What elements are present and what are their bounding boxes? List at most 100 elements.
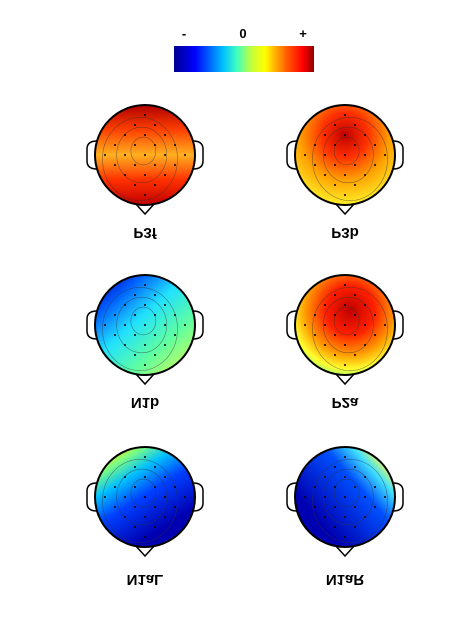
electrode bbox=[144, 304, 146, 306]
electrode bbox=[334, 354, 336, 356]
electrode bbox=[334, 164, 336, 166]
electrode bbox=[374, 144, 376, 146]
electrode bbox=[134, 334, 136, 336]
electrode bbox=[154, 144, 156, 146]
electrode bbox=[364, 304, 366, 306]
electrode bbox=[324, 174, 326, 176]
electrode bbox=[324, 344, 326, 346]
electrode bbox=[144, 516, 146, 518]
contour bbox=[312, 287, 388, 371]
contour bbox=[102, 459, 178, 543]
contour bbox=[130, 136, 157, 166]
electrode bbox=[124, 324, 126, 326]
electrode bbox=[114, 164, 116, 166]
electrode bbox=[314, 334, 316, 336]
electrode bbox=[354, 294, 356, 296]
electrode bbox=[134, 294, 136, 296]
electrode bbox=[344, 496, 346, 498]
contour bbox=[323, 468, 374, 526]
contour bbox=[102, 117, 178, 201]
head: P3f bbox=[86, 104, 204, 241]
contour bbox=[130, 306, 157, 336]
electrode bbox=[364, 476, 366, 478]
electrode bbox=[354, 184, 356, 186]
electrode bbox=[154, 486, 156, 488]
electrode bbox=[344, 516, 346, 518]
electrode bbox=[184, 496, 186, 498]
contour bbox=[333, 478, 360, 508]
topomaps: P3f P3b N1b P2a N1aL N1aR bbox=[86, 104, 404, 588]
electrode bbox=[144, 344, 146, 346]
electrode bbox=[324, 154, 326, 156]
electrode bbox=[364, 174, 366, 176]
electrode bbox=[154, 184, 156, 186]
electrode bbox=[144, 496, 146, 498]
electrode bbox=[154, 506, 156, 508]
electrode bbox=[324, 134, 326, 136]
head: P3b bbox=[286, 104, 404, 241]
electrode bbox=[134, 184, 136, 186]
electrode bbox=[374, 486, 376, 488]
electrode bbox=[364, 496, 366, 498]
electrode bbox=[334, 526, 336, 528]
contour bbox=[116, 468, 167, 526]
electrode bbox=[344, 114, 346, 116]
electrode bbox=[184, 324, 186, 326]
electrode bbox=[314, 506, 316, 508]
electrode bbox=[134, 506, 136, 508]
electrode bbox=[304, 154, 306, 156]
electrode bbox=[344, 476, 346, 478]
electrode bbox=[174, 314, 176, 316]
electrode bbox=[154, 164, 156, 166]
electrode bbox=[364, 324, 366, 326]
electrode bbox=[164, 174, 166, 176]
contour bbox=[116, 296, 167, 354]
electrode bbox=[384, 324, 386, 326]
electrode bbox=[114, 334, 116, 336]
electrode bbox=[144, 194, 146, 196]
electrode bbox=[144, 114, 146, 116]
electrode bbox=[334, 124, 336, 126]
electrode bbox=[124, 516, 126, 518]
contour bbox=[333, 306, 360, 336]
colorbar-label: 0 bbox=[239, 26, 246, 41]
electrode bbox=[124, 476, 126, 478]
colorbar bbox=[174, 46, 314, 72]
electrode bbox=[354, 314, 356, 316]
map-label: P3f bbox=[133, 224, 157, 241]
map-label: N1b bbox=[131, 394, 159, 411]
electrode bbox=[144, 154, 146, 156]
electrode bbox=[114, 144, 116, 146]
contour bbox=[323, 296, 374, 354]
electrode bbox=[124, 174, 126, 176]
electrode bbox=[354, 466, 356, 468]
electrode bbox=[134, 314, 136, 316]
electrode bbox=[114, 506, 116, 508]
electrode bbox=[344, 174, 346, 176]
electrode bbox=[354, 354, 356, 356]
electrode bbox=[354, 486, 356, 488]
electrode bbox=[314, 164, 316, 166]
contour bbox=[323, 126, 374, 184]
electrode bbox=[144, 364, 146, 366]
electrode bbox=[354, 164, 356, 166]
electrode bbox=[164, 476, 166, 478]
contour bbox=[116, 126, 167, 184]
electrode bbox=[174, 334, 176, 336]
electrode bbox=[174, 144, 176, 146]
electrode bbox=[344, 154, 346, 156]
electrode bbox=[314, 486, 316, 488]
head: N1b bbox=[86, 274, 204, 411]
electrode bbox=[364, 134, 366, 136]
map-label: N1aL bbox=[127, 571, 164, 588]
electrode bbox=[354, 506, 356, 508]
electrode bbox=[374, 314, 376, 316]
electrode bbox=[334, 466, 336, 468]
electrode bbox=[384, 154, 386, 156]
electrode bbox=[324, 516, 326, 518]
electrode bbox=[334, 144, 336, 146]
electrode bbox=[344, 284, 346, 286]
contour bbox=[130, 478, 157, 508]
map-label: P3b bbox=[331, 224, 359, 241]
